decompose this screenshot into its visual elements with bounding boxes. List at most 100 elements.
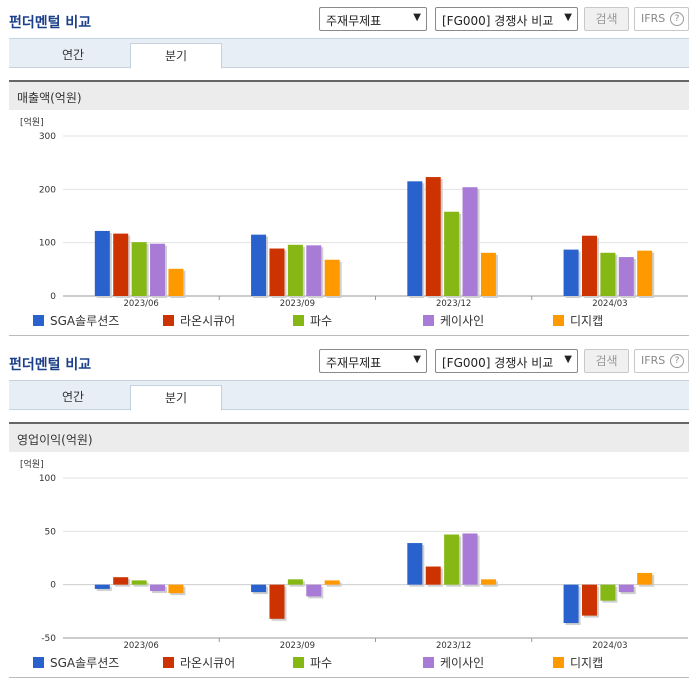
x-tick-label: 2024/03 xyxy=(592,641,627,651)
panel-title: 펀더멘털 비교 xyxy=(9,357,92,373)
x-tick-label: 2023/09 xyxy=(280,641,315,651)
legend-item[interactable]: 파수 xyxy=(293,654,332,670)
y-tick-label: 100 xyxy=(39,474,56,484)
legend-swatch xyxy=(163,657,174,668)
bar xyxy=(444,211,460,296)
bar xyxy=(94,584,110,589)
legend-item[interactable]: 케이사인 xyxy=(423,312,484,328)
bar xyxy=(480,579,496,585)
legend-label: SGA솔루션즈 xyxy=(50,314,120,328)
statement-select[interactable]: 주재무제표 ▼ xyxy=(319,7,427,31)
legend-label: 라온시큐어 xyxy=(180,314,236,328)
legend-item[interactable]: 디지캡 xyxy=(553,312,603,328)
y-tick-label: 50 xyxy=(45,527,57,537)
bar xyxy=(269,584,285,619)
legend-item[interactable]: 파수 xyxy=(293,312,332,328)
chevron-down-icon: ▼ xyxy=(564,12,572,23)
bar-chart: [억원] 0 100 200 300 2023/06 2023/09 2023/12 2024/… xyxy=(20,116,688,309)
search-button[interactable]: 검색 xyxy=(584,349,629,373)
bar xyxy=(287,244,303,296)
legend-swatch xyxy=(293,657,304,668)
peer-select[interactable]: [FG000] 경쟁사 비교 ▼ xyxy=(435,349,578,373)
bar xyxy=(251,584,267,593)
x-tick-label: 2023/09 xyxy=(280,299,315,309)
y-tick-label: 0 xyxy=(50,581,56,591)
bar xyxy=(637,250,653,296)
bar xyxy=(600,584,616,601)
legend-label: 케이사인 xyxy=(440,314,485,328)
y-tick-label: 0 xyxy=(50,292,56,302)
statement-select-value: 주재무제표 xyxy=(326,356,382,370)
bar xyxy=(287,579,303,585)
bar xyxy=(444,534,460,585)
bar xyxy=(425,566,441,585)
legend-item[interactable]: SGA솔루션즈 xyxy=(33,312,119,328)
chevron-down-icon: ▼ xyxy=(413,12,421,23)
peer-select[interactable]: [FG000] 경쟁사 비교 ▼ xyxy=(435,7,578,31)
ifrs-help-button[interactable]: IFRS ? xyxy=(634,349,689,373)
help-icon: ? xyxy=(670,12,684,26)
legend-swatch xyxy=(33,315,44,326)
tab-annual[interactable]: 연간 xyxy=(61,390,85,404)
legend-item[interactable]: 라온시큐어 xyxy=(163,654,235,670)
legend-item[interactable]: SGA솔루션즈 xyxy=(33,654,119,670)
peer-select-value: [FG000] 경쟁사 비교 xyxy=(442,356,554,370)
bar xyxy=(425,177,441,296)
fundamental-panel-revenue: 펀더멘털 비교 주재무제표 ▼ [FG000] 경쟁사 비교 ▼ 검색 IFRS… xyxy=(0,0,696,336)
chevron-down-icon: ▼ xyxy=(413,354,421,365)
bar xyxy=(324,580,340,585)
legend-label: 디지캡 xyxy=(570,314,604,328)
search-button[interactable]: 검색 xyxy=(584,7,629,31)
unit-label: [억원] xyxy=(20,458,44,470)
chart-legend: SGA솔루션즈 라온시큐어 파수 케이사인 디지캡 xyxy=(9,654,689,670)
bar xyxy=(637,572,653,585)
bar xyxy=(462,533,478,585)
panel-header: 펀더멘털 비교 주재무제표 ▼ [FG000] 경쟁사 비교 ▼ 검색 IFRS… xyxy=(0,0,696,34)
panel-header: 펀더멘털 비교 주재무제표 ▼ [FG000] 경쟁사 비교 ▼ 검색 IFRS… xyxy=(0,342,696,376)
x-tick-label: 2023/06 xyxy=(123,299,158,309)
ifrs-help-button[interactable]: IFRS ? xyxy=(634,7,689,31)
chart-subtitle: 영업이익(억원) xyxy=(9,422,689,452)
period-tabs: 연간 분기 xyxy=(9,380,689,411)
y-tick-label: -50 xyxy=(41,634,56,644)
legend-item[interactable]: 라온시큐어 xyxy=(163,312,235,328)
legend-label: 라온시큐어 xyxy=(180,656,236,670)
legend-label: SGA솔루션즈 xyxy=(50,656,120,670)
bar xyxy=(600,252,616,296)
fundamental-panel-operating-profit: 펀더멘털 비교 주재무제표 ▼ [FG000] 경쟁사 비교 ▼ 검색 IFRS… xyxy=(0,342,696,684)
tab-quarterly[interactable]: 분기 xyxy=(130,385,222,411)
y-tick-label: 300 xyxy=(39,132,56,142)
bar xyxy=(306,245,322,296)
divider xyxy=(9,335,689,336)
x-tick-label: 2023/12 xyxy=(436,641,471,651)
y-tick-label: 200 xyxy=(39,185,56,195)
bar xyxy=(131,242,147,296)
bar-chart: [억원] -50 0 50 100 2023/06 2023/09 2023/12 2024/0… xyxy=(20,458,688,651)
statement-select-value: 주재무제표 xyxy=(326,14,382,28)
bar xyxy=(168,268,184,296)
bar xyxy=(113,233,129,296)
unit-label: [억원] xyxy=(20,116,44,128)
bar xyxy=(480,252,496,296)
peer-select-value: [FG000] 경쟁사 비교 xyxy=(442,14,554,28)
chevron-down-icon: ▼ xyxy=(564,354,572,365)
legend-swatch xyxy=(293,315,304,326)
legend-label: 디지캡 xyxy=(570,656,604,670)
statement-select[interactable]: 주재무제표 ▼ xyxy=(319,349,427,373)
tab-annual[interactable]: 연간 xyxy=(61,48,85,62)
legend-item[interactable]: 케이사인 xyxy=(423,654,484,670)
tab-quarterly[interactable]: 분기 xyxy=(130,43,222,69)
legend-swatch xyxy=(423,657,434,668)
x-tick-label: 2023/12 xyxy=(436,299,471,309)
x-tick-label: 2023/06 xyxy=(123,641,158,651)
bar xyxy=(150,243,166,296)
bar xyxy=(462,187,478,296)
bar xyxy=(563,249,579,296)
bar xyxy=(563,584,579,624)
legend-swatch xyxy=(553,657,564,668)
bar xyxy=(150,584,166,592)
legend-item[interactable]: 디지캡 xyxy=(553,654,603,670)
bar xyxy=(407,543,423,585)
bar xyxy=(324,259,340,296)
ifrs-label: IFRS xyxy=(641,354,666,367)
